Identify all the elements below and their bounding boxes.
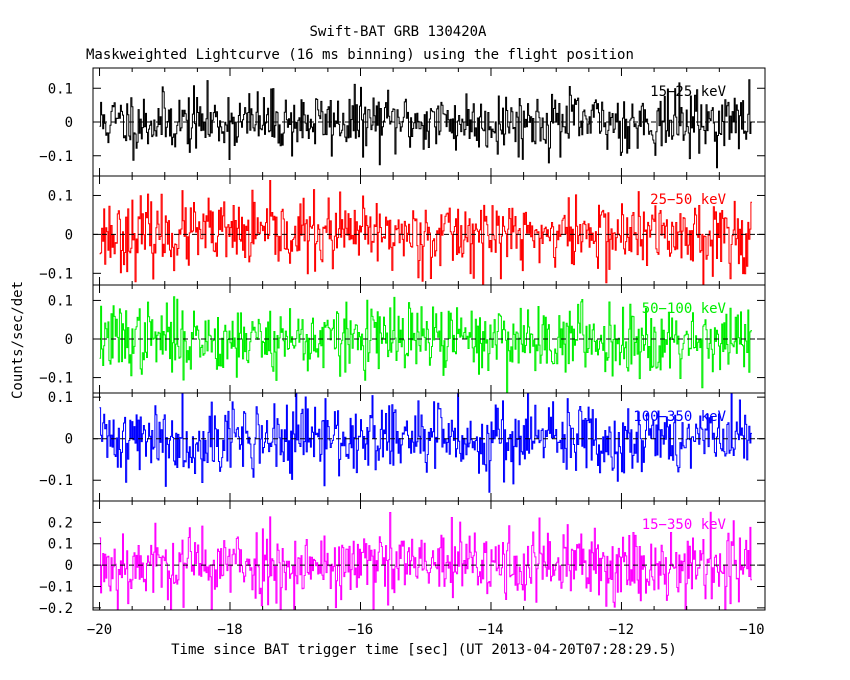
x-tick-label-2: −16 — [348, 622, 373, 638]
x-tick-label-3: −14 — [478, 622, 503, 638]
lightcurve-series-3 — [100, 389, 753, 493]
y-tick-label-4-3: −0.1 — [39, 579, 73, 595]
y-tick-label-1-2: −0.1 — [39, 266, 73, 282]
y-tick-label-3-1: 0 — [65, 432, 73, 448]
y-tick-label-0-0: 0.1 — [48, 81, 73, 97]
y-tick-label-4-1: 0.1 — [48, 537, 73, 553]
band-label-3: 100−350 keV — [633, 409, 726, 425]
y-tick-label-4-4: −0.2 — [39, 601, 73, 617]
y-tick-label-2-1: 0 — [65, 332, 73, 348]
chart-title: Swift-BAT GRB 130420A — [309, 24, 487, 40]
y-tick-label-4-0: 0.2 — [48, 515, 73, 531]
y-tick-label-4-2: 0 — [65, 558, 73, 574]
x-tick-label-5: −10 — [739, 622, 764, 638]
y-tick-label-0-1: 0 — [65, 115, 73, 131]
y-tick-label-1-0: 0.1 — [48, 188, 73, 204]
band-label-0: 15−25 keV — [650, 84, 726, 100]
band-label-4: 15−350 keV — [642, 517, 727, 533]
x-tick-label-0: −20 — [87, 622, 112, 638]
x-tick-label-4: −12 — [609, 622, 634, 638]
x-axis-label: Time since BAT trigger time [sec] (UT 20… — [171, 642, 677, 658]
x-tick-label-1: −18 — [217, 622, 242, 638]
y-tick-label-0-2: −0.1 — [39, 149, 73, 165]
y-tick-label-1-1: 0 — [65, 227, 73, 243]
plot-area: 15−25 keV 0.1 0 −0.1 25−50 keV 0.1 0 −0.1 50−100… — [39, 68, 765, 638]
y-tick-label-3-2: −0.1 — [39, 473, 73, 489]
band-label-2: 50−100 keV — [642, 301, 727, 317]
y-axis-label: Counts/sec/det — [10, 281, 26, 399]
chart-subtitle: Maskweighted Lightcurve (16 ms binning) … — [86, 47, 634, 63]
y-tick-label-2-0: 0.1 — [48, 293, 73, 309]
y-tick-label-3-0: 0.1 — [48, 390, 73, 406]
band-label-1: 25−50 keV — [650, 192, 726, 208]
y-tick-label-2-2: −0.1 — [39, 371, 73, 387]
